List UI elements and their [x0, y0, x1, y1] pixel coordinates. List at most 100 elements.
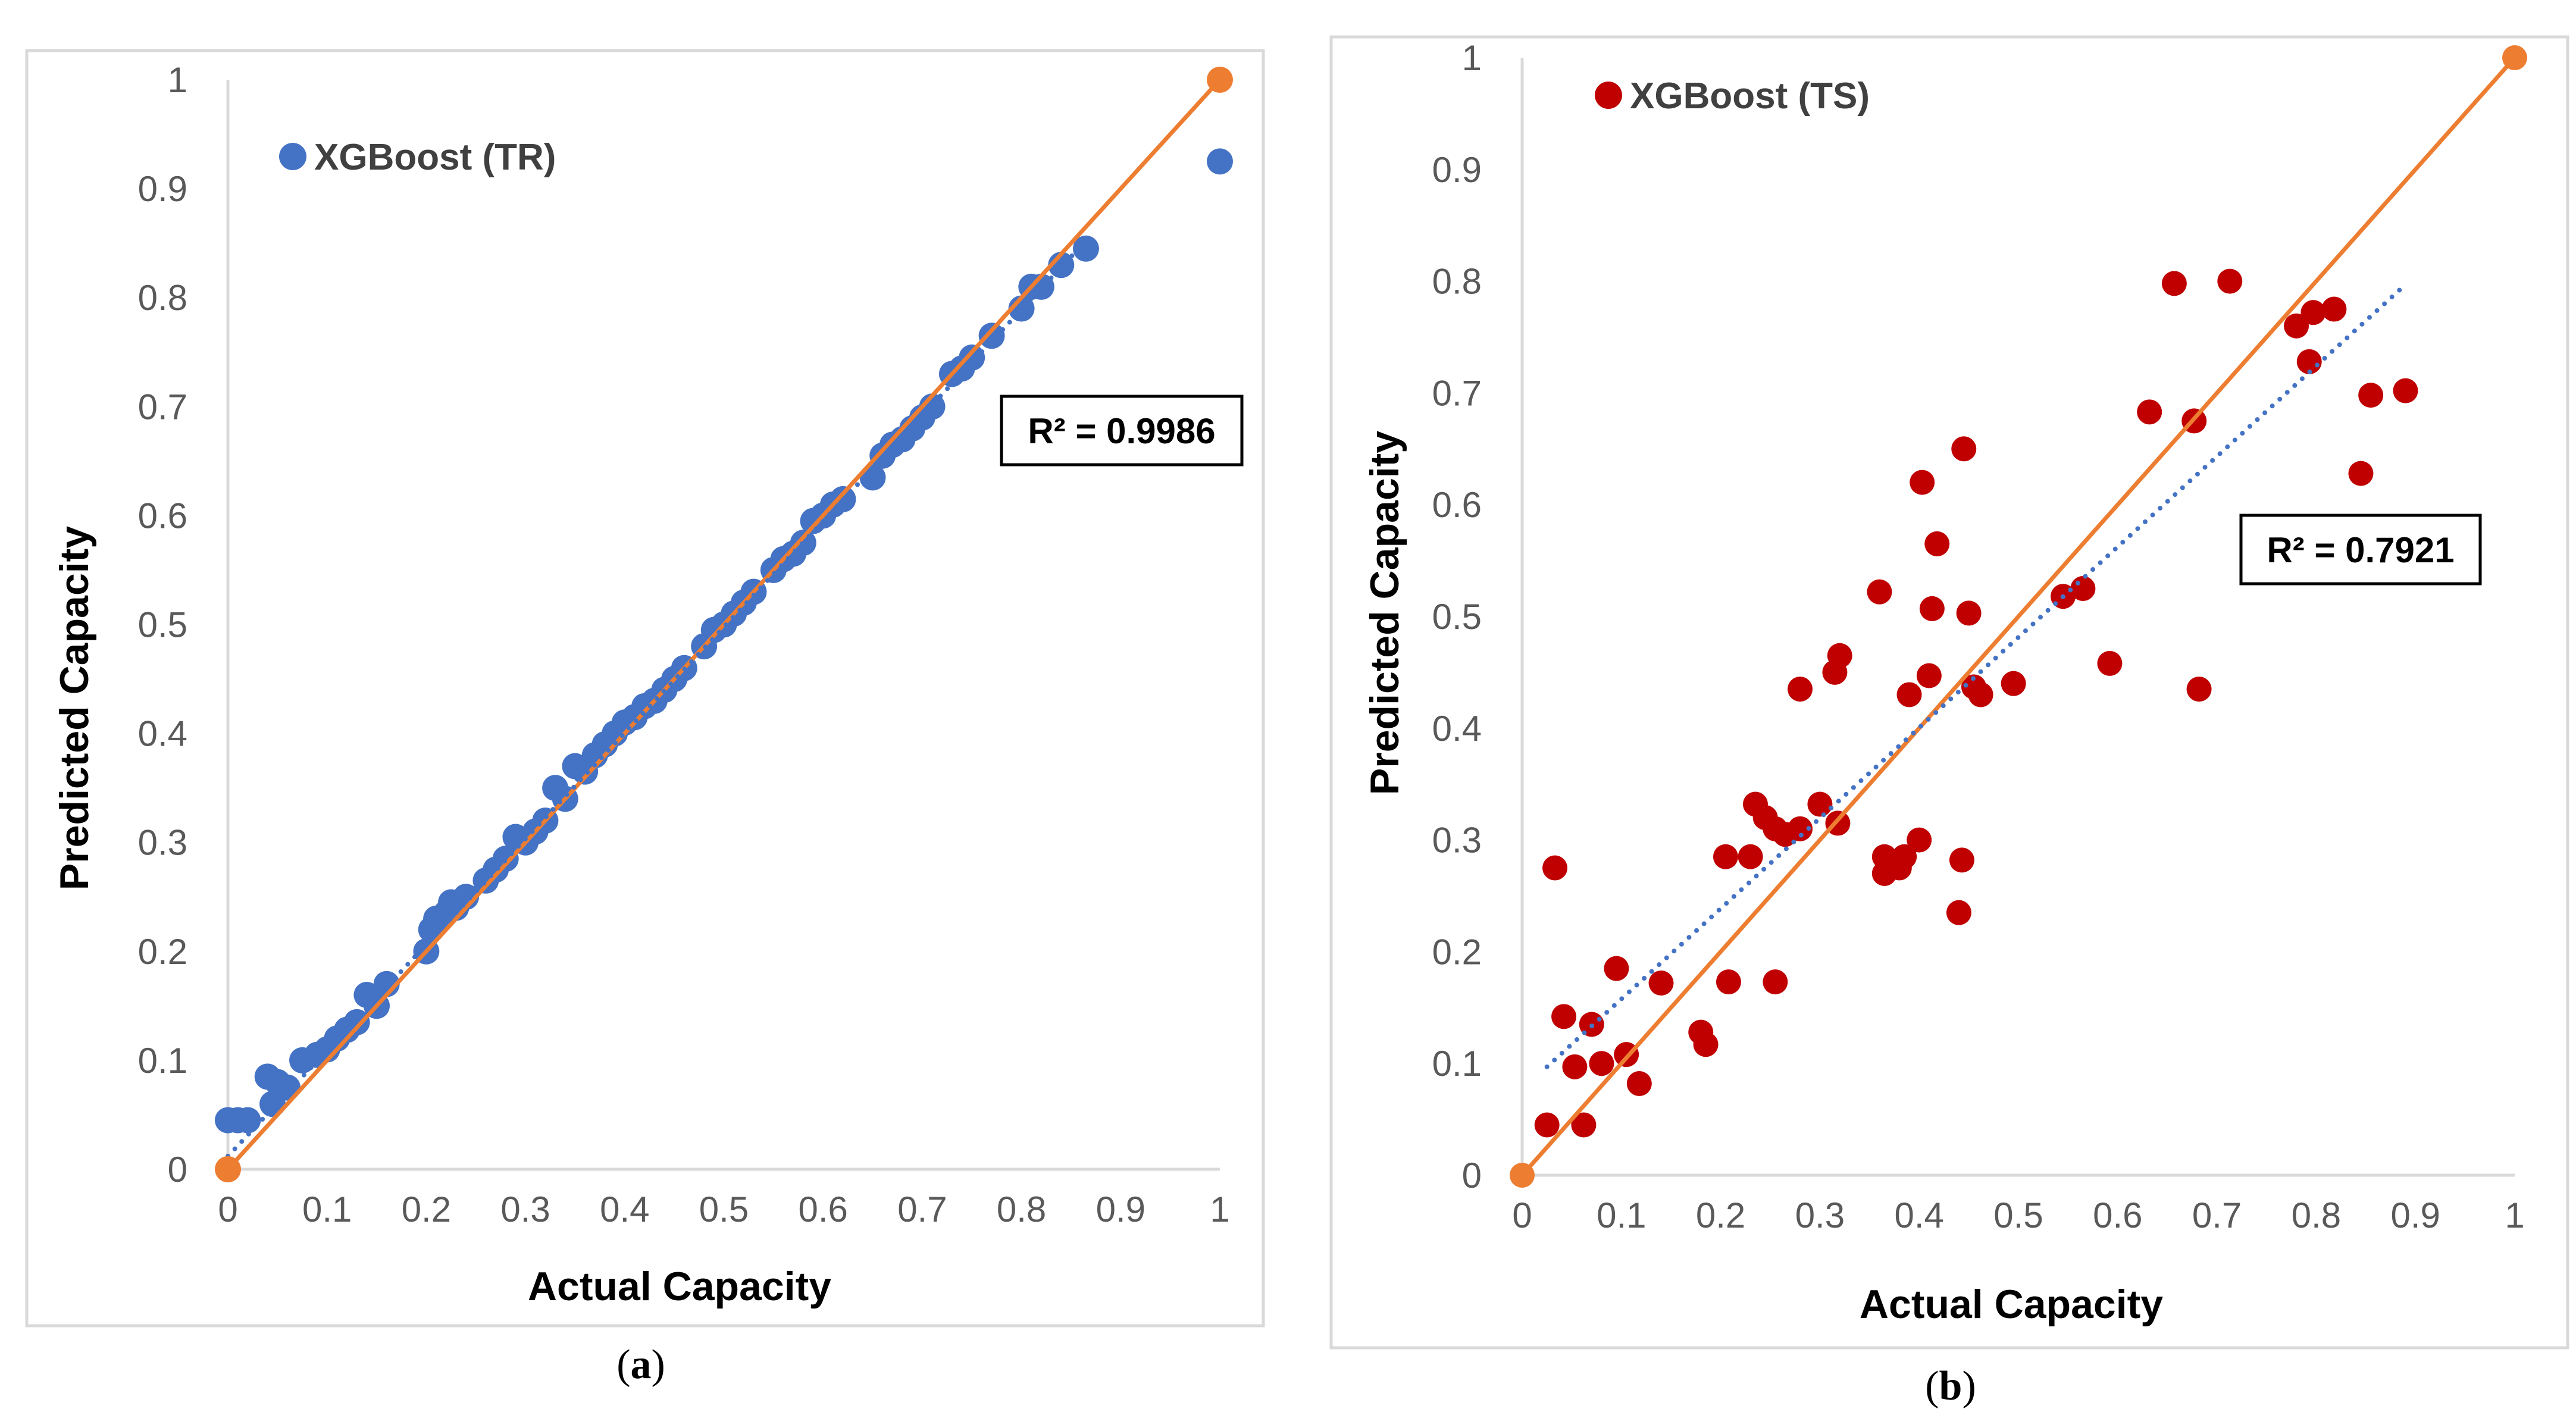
- y-tick-label-b: 0.4: [1432, 709, 1482, 749]
- data-point-b: [1946, 900, 1971, 925]
- data-point-b: [1827, 643, 1852, 668]
- y-tick-label-b: 0.5: [1432, 597, 1482, 637]
- caption-a: (a): [616, 1342, 665, 1388]
- data-point-b: [2284, 313, 2309, 339]
- data-point-b: [1534, 1112, 1560, 1138]
- x-tick-label-a: 0.1: [302, 1190, 352, 1229]
- y-tick-label-a: 0.9: [138, 169, 187, 209]
- x-tick-label-a: 1: [1210, 1190, 1229, 1229]
- data-point-b: [2300, 300, 2326, 325]
- data-point-b: [1949, 847, 1974, 873]
- x-tick-label-b: 0.6: [2093, 1195, 2142, 1235]
- data-point-b: [2186, 677, 2212, 702]
- data-point-b: [1542, 855, 1568, 881]
- data-point-b: [1896, 682, 1922, 708]
- y-tick-label-b: 0.7: [1432, 373, 1482, 413]
- y-tick-label-a: 1: [168, 60, 187, 100]
- data-point-b: [2217, 268, 2243, 294]
- x-tick-label-b: 0.8: [2292, 1195, 2341, 1235]
- x-tick-label-b: 0.2: [1696, 1195, 1745, 1235]
- data-point-a: [343, 1009, 370, 1035]
- data-point-b: [2097, 650, 2123, 676]
- data-point-b: [1788, 816, 1813, 841]
- y-tick-label-a: 0.4: [138, 714, 187, 754]
- x-tick-label-b: 0.7: [2192, 1195, 2242, 1235]
- y-tick-label-b: 0.3: [1432, 821, 1482, 860]
- data-point-a: [959, 344, 985, 371]
- data-point-b: [1716, 969, 1741, 995]
- data-point-b: [1604, 956, 1629, 981]
- data-point-b: [1551, 1004, 1577, 1029]
- data-point-a: [234, 1107, 261, 1134]
- ideal-endpoint-b: [1510, 1163, 1535, 1188]
- legend-marker-a: [279, 143, 306, 170]
- x-tick-label-a: 0.9: [1096, 1190, 1145, 1229]
- chart-panel-a: 0 0.1 0.2 0.3 0.4 0.5 0.6 0.7 0.8 0.9 1 0 0.1 0.2 0.3 0…: [25, 49, 1265, 1388]
- chart-panel-b: 0 0.1 0.2 0.3 0.4 0.5 0.6 0.7 0.8 0.9 1 0 0.1 0.2 0.3 0…: [1329, 35, 2569, 1409]
- y-axis-title-a: Predicted Capacity: [52, 526, 97, 890]
- y-tick-label-a: 0.1: [138, 1041, 187, 1081]
- data-point-b: [2296, 349, 2322, 374]
- data-point-b: [1910, 469, 1935, 495]
- data-point-a: [1072, 235, 1099, 262]
- data-point-b: [1916, 663, 1942, 688]
- data-point-b: [1562, 1054, 1588, 1079]
- data-point-b: [1713, 844, 1738, 869]
- ideal-endpoint-a: [215, 1156, 241, 1182]
- x-axis-title-b: Actual Capacity: [1860, 1282, 2163, 1327]
- caption-b-letter: b: [1939, 1363, 1962, 1409]
- y-tick-label-b: 0: [1462, 1156, 1482, 1195]
- data-point-b: [2137, 399, 2162, 425]
- y-tick-label-a: 0.5: [138, 605, 187, 645]
- r2-box-b: [2239, 514, 2482, 586]
- data-point-b: [1907, 827, 1932, 853]
- x-tick-label-b: 0.3: [1795, 1195, 1845, 1235]
- x-tick-label-a: 0.4: [600, 1190, 649, 1229]
- data-point-b: [1968, 682, 1993, 708]
- data-point-b: [2070, 576, 2096, 602]
- trendline-b: [1544, 282, 2408, 1069]
- data-point-a: [978, 323, 1005, 349]
- legend-marker-b: [1595, 82, 1622, 109]
- x-tick-label-a: 0.6: [798, 1190, 847, 1229]
- y-tick-label-a: 0: [168, 1150, 187, 1190]
- data-point-b: [2001, 671, 2026, 696]
- x-tick-label-a: 0.5: [699, 1190, 749, 1229]
- ideal-line-b: [1520, 56, 2516, 1177]
- data-point-a: [1207, 148, 1233, 175]
- caption-a-letter: a: [631, 1342, 652, 1388]
- data-point-b: [1763, 969, 1788, 995]
- r2-label-b: R² = 0.7921: [2267, 530, 2454, 570]
- data-point-b: [1738, 844, 1763, 869]
- x-tick-label-b: 1: [2505, 1195, 2524, 1235]
- data-point-b: [2393, 378, 2418, 403]
- data-point-b: [1589, 1051, 1614, 1076]
- x-tick-label-a: 0.7: [897, 1190, 947, 1229]
- y-tick-label-b: 0.2: [1432, 932, 1482, 972]
- x-tick-label-a: 0.8: [997, 1190, 1046, 1229]
- x-tick-label-a: 0: [218, 1190, 237, 1229]
- data-point-b: [1788, 677, 1813, 702]
- data-point-b: [2348, 461, 2374, 486]
- plot-area-a: 0 0.1 0.2 0.3 0.4 0.5 0.6 0.7 0.8 0.9 1 0 0.1 0.2 0.3 0…: [138, 60, 1233, 1229]
- data-point-b: [2321, 296, 2347, 322]
- legend-label-a: XGBoost (TR): [314, 137, 556, 178]
- data-point-b: [1951, 436, 1977, 462]
- x-tick-label-b: 0.9: [2390, 1195, 2440, 1235]
- data-point-b: [2358, 383, 2384, 408]
- x-tick-label-b: 0: [1512, 1195, 1532, 1235]
- caption-b: (b): [1925, 1363, 1976, 1409]
- y-tick-label-b: 0.6: [1432, 485, 1482, 525]
- y-tick-label-b: 0.9: [1432, 150, 1482, 190]
- trendline-a: [226, 233, 1094, 1159]
- y-tick-label-b: 0.1: [1432, 1044, 1482, 1084]
- x-tick-label-b: 0.4: [1894, 1195, 1943, 1235]
- x-tick-label-a: 0.2: [402, 1190, 451, 1229]
- ideal-endpoint-a: [1207, 67, 1233, 93]
- y-tick-label-a: 0.8: [138, 278, 187, 318]
- x-tick-label-b: 0.1: [1597, 1195, 1646, 1235]
- data-point-b: [1867, 579, 1892, 605]
- data-point-b: [1919, 596, 1945, 621]
- y-tick-label-a: 0.2: [138, 932, 187, 972]
